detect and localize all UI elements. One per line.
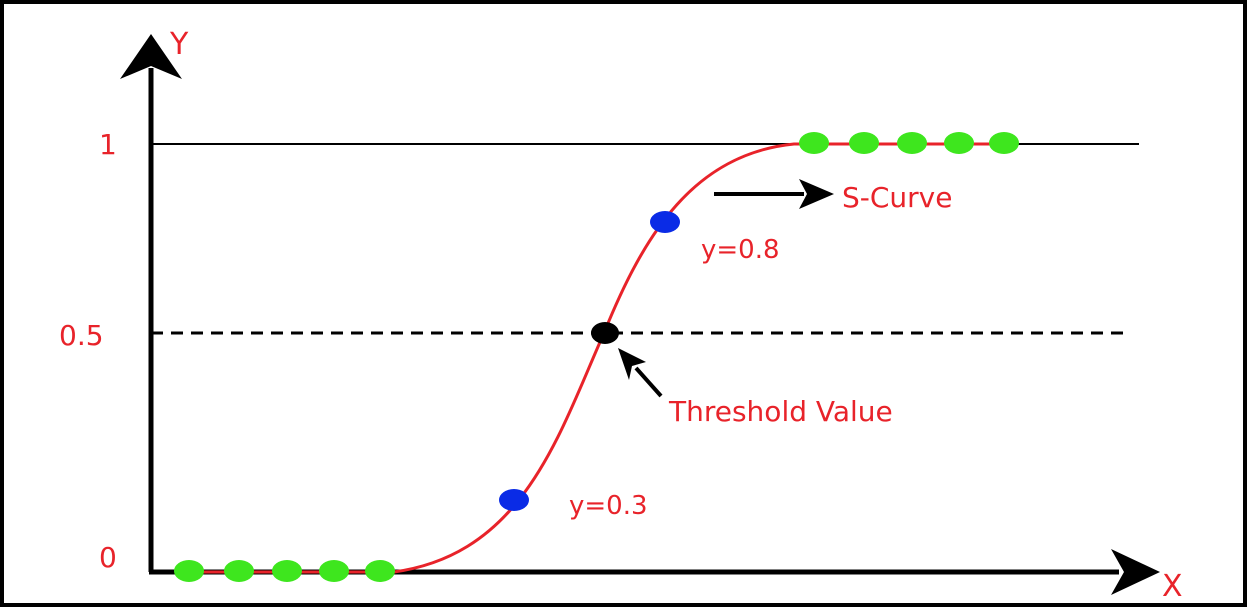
blue-low-label: y=0.3 xyxy=(569,491,648,521)
y-tick-1: 1 xyxy=(99,128,117,161)
green-point xyxy=(224,560,254,582)
threshold-arrow-shaft xyxy=(634,366,663,398)
blue-point-low xyxy=(499,489,529,511)
threshold-label: Threshold Value xyxy=(668,395,893,428)
s-curve-arrowhead xyxy=(799,179,834,209)
y-axis-arrowhead xyxy=(120,34,182,79)
low-green-points xyxy=(174,560,395,582)
x-axis-arrowhead xyxy=(1111,549,1160,595)
high-green-points xyxy=(799,132,1019,154)
green-point xyxy=(799,132,829,154)
green-point xyxy=(174,560,204,582)
green-point xyxy=(272,560,302,582)
green-point xyxy=(897,132,927,154)
y-axis-label: Y xyxy=(169,27,189,62)
green-point xyxy=(365,560,395,582)
blue-point-high xyxy=(650,211,680,233)
green-point xyxy=(319,560,349,582)
threshold-arrowhead xyxy=(618,348,646,380)
y-tick-0-5: 0.5 xyxy=(59,319,104,352)
green-point xyxy=(989,132,1019,154)
x-axis-label: X xyxy=(1162,569,1183,604)
sigmoid-diagram: Y X 1 0.5 0 xyxy=(59,27,1183,604)
threshold-point xyxy=(591,322,619,344)
y-tick-0: 0 xyxy=(99,541,117,574)
s-curve-label: S-Curve xyxy=(842,181,952,214)
green-point xyxy=(849,132,879,154)
green-point xyxy=(944,132,974,154)
blue-high-label: y=0.8 xyxy=(701,235,780,265)
